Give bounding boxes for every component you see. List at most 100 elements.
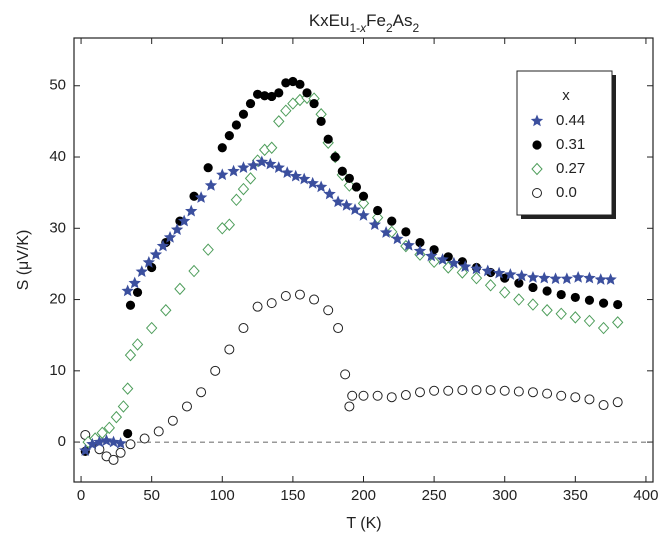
x-tick-label: 200: [351, 487, 376, 504]
legend-marker: [532, 140, 542, 150]
data-point: [542, 286, 552, 296]
x-axis-label: T (K): [346, 515, 381, 532]
data-point: [123, 428, 133, 439]
data-point: [443, 385, 454, 396]
data-point: [604, 273, 617, 285]
data-point: [515, 269, 528, 282]
data-point: [571, 270, 585, 283]
data-point: [569, 311, 582, 324]
data-point: [177, 214, 191, 227]
data-point: [260, 91, 270, 101]
data-point: [266, 141, 278, 154]
data-point: [160, 304, 172, 317]
data-point: [194, 191, 208, 203]
y-tick-label: 0: [58, 433, 66, 450]
data-point: [314, 180, 328, 193]
data-point: [413, 244, 427, 257]
data-point: [309, 294, 320, 305]
y-tick-label: 20: [49, 291, 66, 308]
legend-marker: [531, 162, 543, 176]
data-point: [223, 218, 236, 231]
data-point: [280, 104, 292, 117]
data-point: [414, 387, 425, 398]
data-point: [340, 369, 351, 380]
data-point: [583, 271, 596, 284]
data-point: [612, 397, 623, 408]
data-point: [227, 164, 240, 177]
data-point: [245, 98, 256, 109]
data-point: [343, 179, 356, 192]
data-point: [333, 323, 344, 334]
data-point: [202, 243, 214, 256]
data-point: [514, 278, 524, 288]
data-point: [549, 272, 562, 285]
data-point: [108, 454, 119, 465]
data-point: [252, 89, 263, 99]
data-point: [459, 260, 472, 273]
data-point: [96, 426, 108, 440]
data-point: [436, 253, 449, 265]
data-point: [347, 390, 358, 401]
data-point: [358, 390, 369, 401]
data-point: [272, 161, 285, 173]
data-point: [237, 182, 250, 196]
data-point: [107, 435, 120, 448]
data-point: [264, 157, 277, 170]
data-point: [231, 120, 242, 130]
data-point: [484, 279, 497, 292]
data-point: [132, 287, 143, 298]
data-point: [400, 390, 411, 401]
data-point: [174, 282, 186, 296]
data-point: [447, 256, 461, 269]
data-point: [357, 197, 370, 210]
data-point: [513, 386, 524, 397]
data-point: [612, 316, 624, 329]
data-point: [351, 182, 362, 192]
data-point: [295, 79, 305, 89]
data-point: [86, 437, 99, 450]
data-point: [555, 307, 567, 321]
data-point: [110, 410, 123, 424]
data-point: [330, 152, 340, 162]
data-point: [597, 321, 610, 335]
data-point: [142, 255, 156, 268]
x-tick-label: 400: [633, 487, 658, 504]
data-point: [527, 298, 539, 311]
data-point: [379, 226, 393, 238]
data-point: [584, 295, 595, 305]
data-point: [267, 91, 277, 102]
x-tick-label: 350: [563, 487, 588, 504]
data-point: [457, 385, 468, 396]
data-point: [128, 276, 141, 289]
data-point: [470, 262, 483, 275]
data-point: [149, 248, 163, 260]
data-point: [316, 116, 326, 126]
data-point: [570, 292, 580, 303]
data-point: [117, 400, 130, 413]
legend-label: 0.44: [556, 112, 585, 129]
data-point: [181, 401, 192, 412]
data-point: [538, 271, 551, 284]
data-point: [281, 78, 291, 88]
data-point: [252, 301, 263, 312]
y-tick-label: 50: [49, 77, 66, 94]
data-point: [323, 305, 334, 316]
data-point: [372, 390, 383, 401]
data-point: [613, 299, 623, 310]
data-point: [216, 168, 229, 181]
data-point: [125, 300, 136, 310]
data-point: [244, 172, 257, 185]
data-point: [280, 290, 291, 301]
data-point: [188, 264, 200, 278]
data-point: [541, 304, 553, 317]
data-point: [266, 298, 277, 309]
data-point: [131, 338, 144, 351]
data-point: [481, 264, 494, 277]
data-point: [203, 163, 213, 173]
data-point: [196, 387, 207, 398]
data-point: [306, 176, 319, 189]
data-point: [139, 433, 150, 444]
data-point: [323, 134, 333, 144]
legend-label: 0.27: [556, 160, 585, 177]
data-point: [344, 173, 354, 183]
